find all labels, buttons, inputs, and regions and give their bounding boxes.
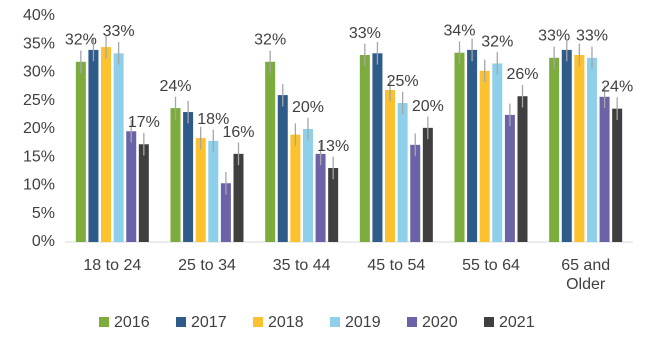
- data-label: 33%: [349, 25, 381, 42]
- bar: [208, 140, 219, 242]
- legend-label: 2021: [499, 314, 535, 331]
- legend-swatch: [484, 317, 494, 327]
- data-label: 20%: [412, 98, 444, 115]
- bar: [233, 153, 244, 242]
- bar: [170, 108, 181, 242]
- legend-swatch: [253, 317, 263, 327]
- legend-label: 2019: [345, 314, 381, 331]
- x-tick-label: 18 to 24: [83, 257, 142, 274]
- bar: [574, 54, 585, 242]
- x-tick-label: 55 to 64: [462, 257, 520, 274]
- bar: [467, 49, 478, 243]
- data-label: 33%: [103, 23, 135, 40]
- bar: [302, 129, 313, 242]
- bar: [561, 49, 572, 243]
- bar: [195, 138, 206, 242]
- data-label: 32%: [481, 33, 513, 50]
- bar: [126, 131, 137, 242]
- bar: [422, 127, 433, 242]
- legend-label: 2020: [422, 314, 458, 331]
- bar: [492, 63, 503, 243]
- data-label: 24%: [601, 79, 633, 96]
- legend-label: 2018: [268, 314, 304, 331]
- bar: [88, 49, 99, 243]
- legend-label: 2016: [114, 314, 150, 331]
- legend-swatch: [330, 317, 340, 327]
- bar: [479, 70, 490, 243]
- data-label: 16%: [222, 124, 254, 141]
- bar: [265, 61, 276, 242]
- bar: [372, 53, 383, 242]
- data-label: 24%: [159, 78, 191, 95]
- data-label: 32%: [254, 32, 286, 49]
- y-tick-label: 0%: [32, 233, 55, 250]
- data-label: 20%: [292, 99, 324, 116]
- bar: [315, 153, 326, 242]
- bar: [385, 90, 396, 242]
- x-tick-label: 35 to 44: [272, 257, 331, 274]
- y-tick-label: 30%: [23, 64, 55, 81]
- x-tick-label: 65 and Older: [561, 257, 611, 293]
- legend-swatch: [99, 317, 109, 327]
- bar: [410, 144, 421, 242]
- data-label: 33%: [538, 28, 570, 45]
- y-tick-label: 35%: [23, 35, 55, 52]
- legend-swatch: [407, 317, 417, 327]
- bar: [586, 57, 597, 243]
- bar: [277, 95, 288, 242]
- bar: [101, 47, 112, 243]
- bar: [113, 53, 124, 242]
- bar: [504, 114, 515, 242]
- y-tick-label: 5%: [32, 205, 55, 222]
- legend-swatch: [176, 317, 186, 327]
- data-label: 17%: [128, 114, 160, 131]
- data-label: 32%: [65, 32, 97, 49]
- bar: [454, 52, 465, 242]
- x-tick-label: 25 to 34: [178, 257, 236, 274]
- bar: [612, 108, 623, 242]
- bar: [517, 96, 528, 242]
- bar: [220, 183, 231, 242]
- bar: [138, 144, 149, 242]
- x-tick-label: 45 to 54: [367, 257, 426, 274]
- y-tick-label: 15%: [23, 148, 55, 165]
- data-label: 33%: [576, 28, 608, 45]
- data-label: 18%: [197, 111, 229, 128]
- bar: [549, 57, 560, 243]
- bar: [290, 134, 301, 242]
- data-label: 13%: [317, 138, 349, 155]
- y-tick-label: 20%: [23, 120, 55, 137]
- bar: [328, 167, 339, 242]
- bar: [183, 112, 194, 242]
- y-tick-label: 10%: [23, 177, 55, 194]
- data-label: 34%: [443, 23, 475, 40]
- y-tick-label: 25%: [23, 92, 55, 109]
- legend-label: 2017: [191, 314, 227, 331]
- data-label: 26%: [506, 66, 538, 83]
- y-tick-label: 40%: [23, 7, 55, 24]
- bar: [599, 96, 610, 242]
- data-label: 25%: [387, 73, 419, 90]
- bar: [397, 103, 408, 242]
- bar: [75, 61, 86, 242]
- bar: [359, 54, 370, 242]
